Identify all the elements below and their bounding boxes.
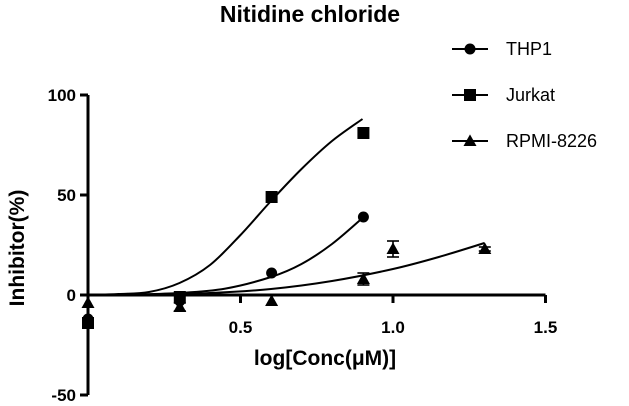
data-points (81, 127, 492, 329)
fit-curves (87, 118, 485, 296)
x-tick-label: 1.0 (381, 318, 405, 337)
point-rpmi-8226 (356, 272, 370, 284)
legend-marker-jurkat (464, 89, 476, 101)
x-ticks: 0.5 1.0 1.5 (229, 295, 558, 337)
legend-label-thp1: THP1 (506, 39, 552, 59)
point-rpmi-8226 (386, 242, 400, 254)
point-rpmi-8226 (265, 294, 279, 306)
x-tick-label: 0.5 (229, 318, 253, 337)
y-tick-label: -50 (51, 386, 76, 405)
point-rpmi-8226 (81, 296, 95, 308)
point-thp1 (266, 267, 278, 279)
point-jurkat (357, 127, 370, 139)
chart-title: Nitidine chloride (220, 1, 400, 27)
y-ticks: -50 0 50 100 (48, 86, 88, 405)
legend-label-jurkat: Jurkat (506, 85, 555, 105)
y-axis-label: Inhibitor(%) (6, 190, 29, 307)
point-jurkat (173, 291, 186, 303)
point-rpmi-8226 (478, 242, 492, 254)
fit-curve-rpmi-8226 (87, 242, 485, 296)
legend: THP1 Jurkat RPMI-8226 (452, 39, 597, 151)
fit-curve-jurkat (87, 118, 364, 296)
y-tick-label: 50 (57, 186, 76, 205)
x-axis-label: log[Conc(μM)] (254, 347, 396, 370)
point-thp1 (357, 211, 369, 223)
point-rpmi-8226 (173, 300, 187, 312)
legend-marker-rpmi-8226 (463, 134, 477, 146)
y-tick-label: 0 (67, 286, 76, 305)
point-jurkat (265, 191, 278, 203)
legend-marker-thp1 (464, 43, 476, 55)
legend-label-rpmi-8226: RPMI-8226 (506, 131, 597, 151)
point-jurkat (82, 317, 94, 329)
x-tick-label: 1.5 (534, 318, 558, 337)
y-tick-label: 100 (48, 86, 76, 105)
